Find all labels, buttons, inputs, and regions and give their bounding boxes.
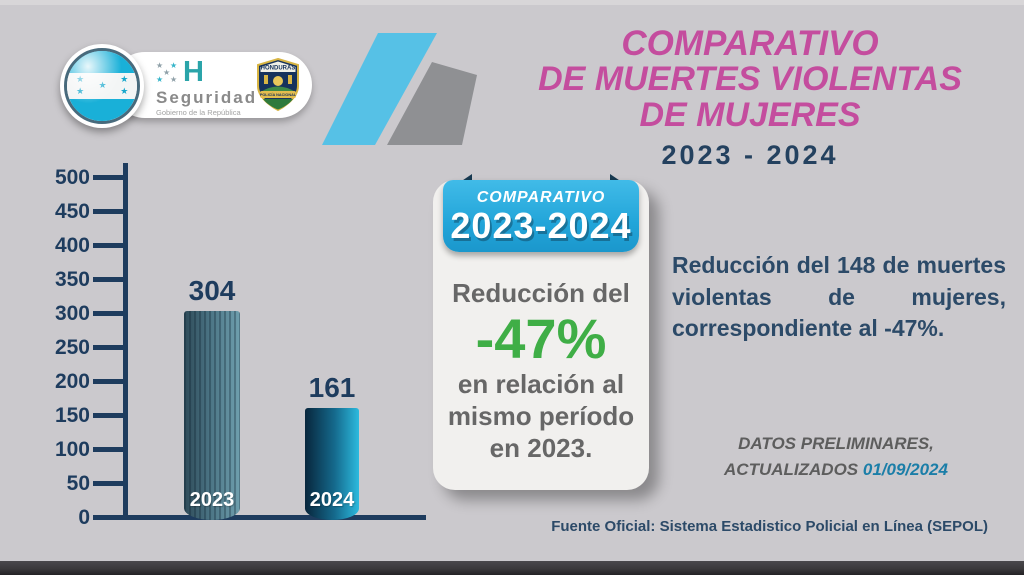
actualizados-label: ACTUALIZADOS [724,459,859,479]
star-icon: ★ [163,68,171,77]
bottom-edge-bar [0,561,1024,575]
seguridad-logo-pill: ★ ★ ★ ★ ★ H Seguridad Gobierno de la Rep… [112,52,312,118]
comparative-card: COMPARATIVO 2023-2024 Reducción del -47%… [433,174,649,490]
y-axis-tick [93,277,123,282]
y-axis-tick-label: 250 [54,335,90,359]
y-axis-tick [93,209,123,214]
top-edge-strip [0,0,1024,5]
seguridad-label: Seguridad [156,88,258,107]
card-text-line: mismo período [447,401,635,432]
y-axis-tick-label: 150 [54,403,90,427]
y-axis-tick [93,481,123,486]
bar-category-label: 2023 [189,488,235,511]
card-text-line: en 2023. [489,432,593,463]
card-percentage: -47% [475,307,607,370]
title-block: COMPARATIVO DE MUERTES VIOLENTAS DE MUJE… [505,24,995,171]
y-axis-tick [93,515,123,520]
bar-category-label: 2024 [309,488,355,511]
y-axis-tick-label: 100 [54,437,90,461]
h-seguridad-logo: ★ ★ ★ ★ ★ H [156,56,204,88]
y-axis-tick [93,447,123,452]
honduras-flag-sphere-icon: ★ ★ ★ ★ ★ [60,44,144,128]
y-axis-tick-label: 450 [54,199,90,223]
y-axis-tick [93,413,123,418]
card-text-intro: Reducción del [452,278,630,308]
star-icon: ★ [156,75,164,84]
y-axis-tick-label: 400 [54,233,90,257]
decorative-stripes-icon [315,25,485,152]
svg-text:HONDURAS: HONDURAS [261,66,296,72]
svg-text:POLICÍA NACIONAL: POLICÍA NACIONAL [260,92,297,97]
h-logo-letter: H [183,56,204,88]
y-axis-tick [93,175,123,180]
update-date: 01/09/2024 [862,459,948,479]
source-note: Fuente Oficial: Sistema Estadistico Poli… [551,518,988,535]
page-title-line1: COMPARATIVO [621,24,879,63]
y-axis-tick-label: 350 [54,267,90,291]
y-axis-tick [93,379,123,384]
preliminary-data-note: DATOS PRELIMINARES, ACTUALIZADOS 01/09/2… [716,431,956,482]
star-icon: ★ [170,75,178,84]
bar-value-label: 304 [188,274,236,306]
y-axis-line [123,163,128,520]
card-ribbon: COMPARATIVO 2023-2024 [443,174,639,252]
y-axis-tick-label: 50 [66,471,90,495]
bar-value-label: 161 [308,372,356,404]
y-axis-tick [93,243,123,248]
police-badge-icon: HONDURAS POLICÍA NACIONAL [255,57,301,117]
y-axis-tick [93,345,123,350]
y-axis-tick-label: 500 [54,165,90,189]
preliminary-line1: DATOS PRELIMINARES, [738,434,934,453]
x-axis-line [123,515,426,520]
ribbon-years: 2023-2024 [450,205,632,246]
preliminary-line2: ACTUALIZADOS 01/09/2024 [716,457,956,483]
ribbon-title: COMPARATIVO [476,189,606,206]
card-text-line: en relación al [457,369,625,400]
y-axis-tick-label: 200 [54,369,90,393]
title-years: 2023 - 2024 [661,140,839,171]
bar-2023: 2023 [184,310,240,520]
y-axis-tick-label: 300 [54,301,90,325]
summary-paragraph: Reducción del 148 de muertes violentas d… [672,252,1006,342]
star-icon: ★ [156,61,164,70]
y-axis-tick [93,311,123,316]
stars-icon: ★ ★ ★ ★ ★ [156,62,180,84]
bar-2024: 2024 [305,408,359,520]
y-axis-tick-label: 0 [78,505,90,529]
star-icon: ★ [170,61,178,70]
page-title-line3: DE MUJERES [639,95,861,134]
card-body: Reducción del -47% en relación al mismo … [441,278,641,465]
bar-chart: 0 50 100 150 200 250 300 350 400 450 500 2023 304 202… [55,163,440,543]
gobierno-label: Gobierno de la República [156,108,241,117]
page-title-line2: DE MUERTES VIOLENTAS [538,60,962,99]
